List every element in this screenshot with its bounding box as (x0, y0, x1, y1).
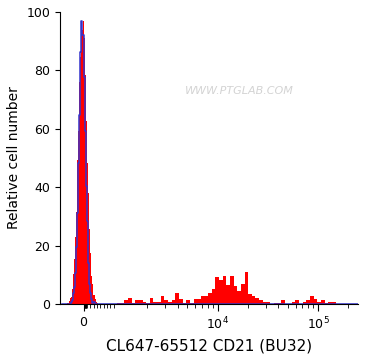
Y-axis label: Relative cell number: Relative cell number (7, 87, 21, 229)
Text: WWW.PTGLAB.COM: WWW.PTGLAB.COM (184, 86, 293, 96)
X-axis label: CL647-65512 CD21 (BU32): CL647-65512 CD21 (BU32) (106, 338, 312, 353)
